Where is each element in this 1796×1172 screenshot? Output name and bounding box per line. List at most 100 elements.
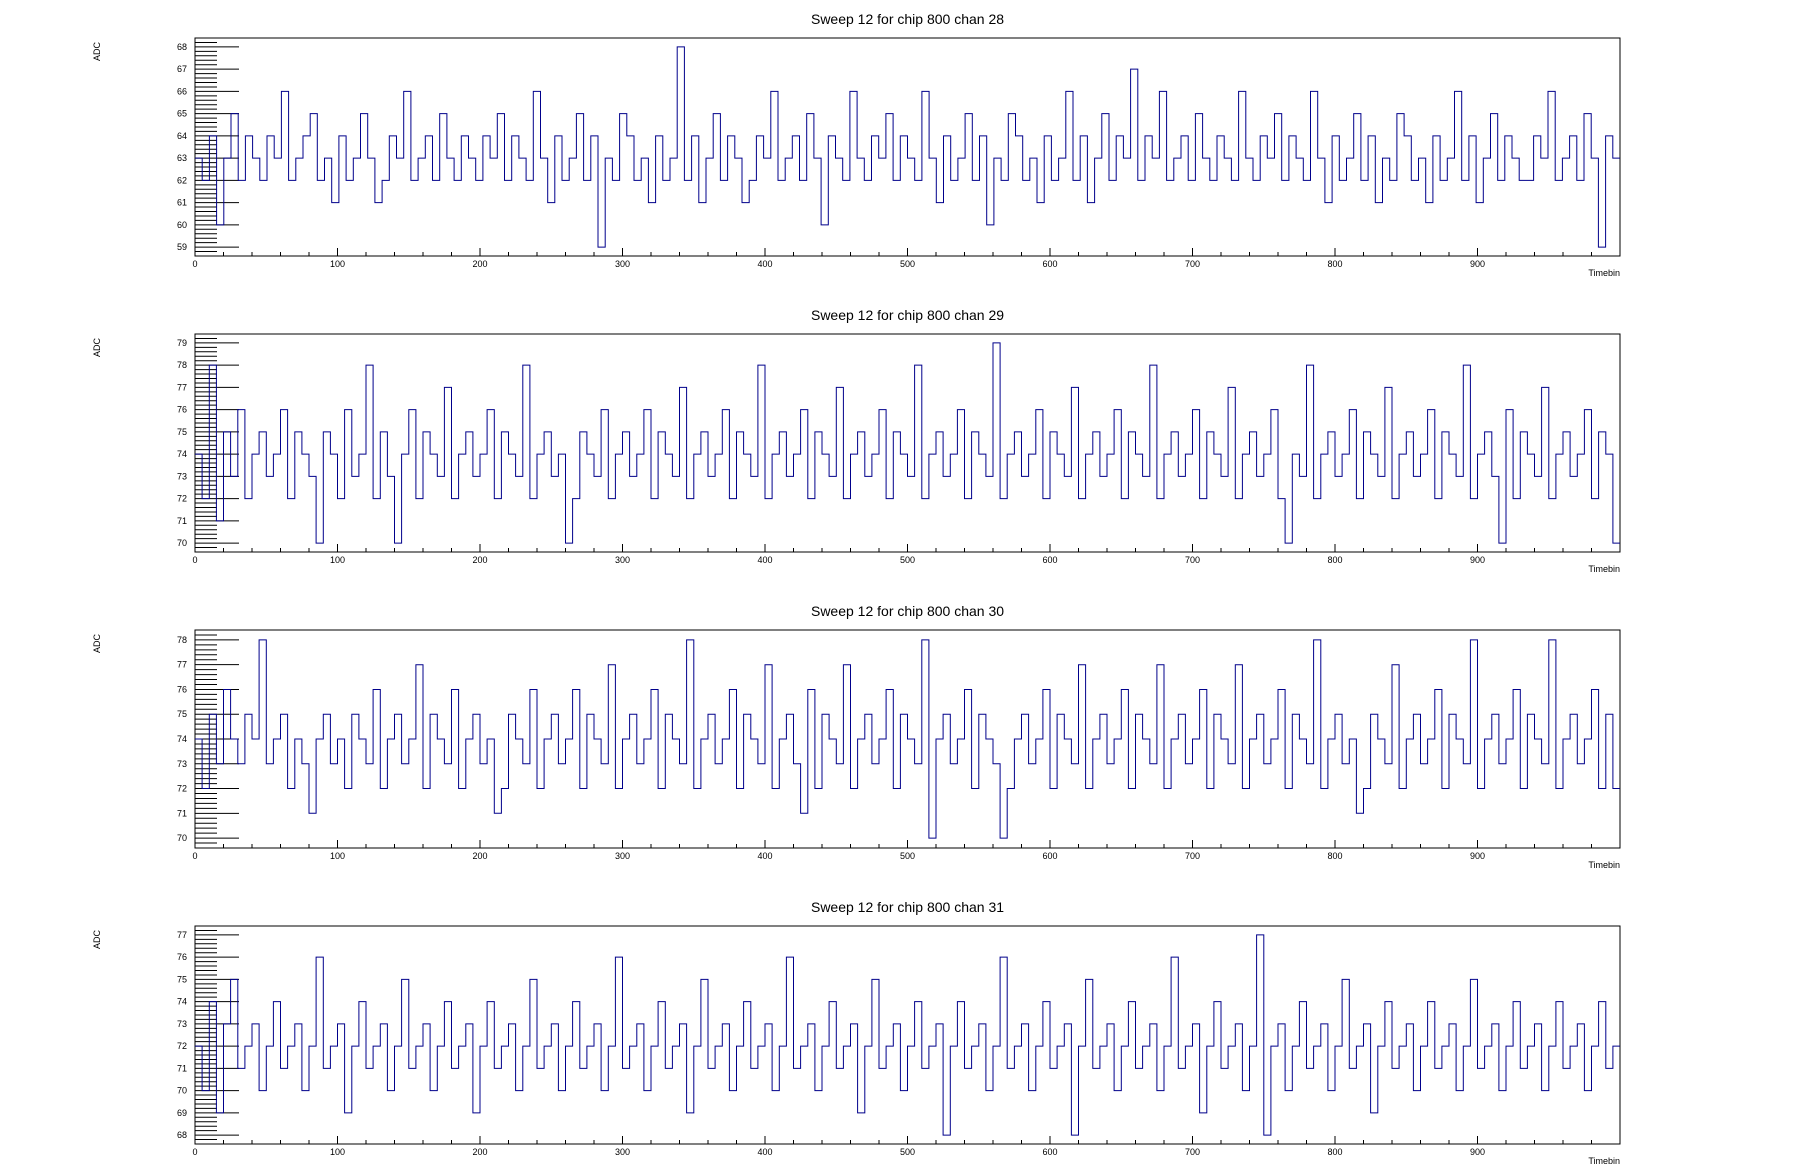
x-tick-label: 0 bbox=[192, 1147, 197, 1157]
x-tick-label: 400 bbox=[757, 555, 772, 565]
y-tick-label: 74 bbox=[177, 997, 187, 1007]
x-tick-label: 300 bbox=[615, 851, 630, 861]
y-tick-label: 73 bbox=[177, 471, 187, 481]
x-tick-label: 600 bbox=[1042, 1147, 1057, 1157]
y-tick-label: 64 bbox=[177, 131, 187, 141]
x-tick-label: 900 bbox=[1470, 259, 1485, 269]
x-tick-label: 900 bbox=[1470, 1147, 1485, 1157]
x-tick-label: 700 bbox=[1185, 259, 1200, 269]
x-tick-label: 0 bbox=[192, 851, 197, 861]
x-tick-label: 500 bbox=[900, 1147, 915, 1157]
x-tick-label: 200 bbox=[472, 851, 487, 861]
panel-chan-30: Sweep 12 for chip 800 chan 30 ADC Timebin 7… bbox=[92, 603, 1621, 870]
y-tick-label: 61 bbox=[177, 198, 187, 208]
y-tick-label: 71 bbox=[177, 808, 187, 818]
x-tick-label: 300 bbox=[615, 1147, 630, 1157]
y-tick-label: 72 bbox=[177, 494, 187, 504]
x-tick-label: 200 bbox=[472, 555, 487, 565]
y-tick-label: 67 bbox=[177, 64, 187, 74]
x-tick-label: 400 bbox=[757, 259, 772, 269]
chart-title: Sweep 12 for chip 800 chan 29 bbox=[811, 307, 1004, 323]
y-tick-label: 76 bbox=[177, 952, 187, 962]
y-tick-label: 76 bbox=[177, 405, 187, 415]
y-tick-label: 75 bbox=[177, 709, 187, 719]
y-tick-label: 72 bbox=[177, 784, 187, 794]
x-tick-label: 800 bbox=[1327, 851, 1342, 861]
y-tick-label: 78 bbox=[177, 360, 187, 370]
y-tick-label: 77 bbox=[177, 382, 187, 392]
y-tick-label: 74 bbox=[177, 449, 187, 459]
chart-title: Sweep 12 for chip 800 chan 31 bbox=[811, 899, 1004, 915]
panel-chan-29: Sweep 12 for chip 800 chan 29 ADC Timebin 7… bbox=[92, 307, 1621, 574]
y-axis-label: ADC bbox=[92, 930, 102, 950]
series-line bbox=[195, 342, 1620, 544]
y-tick-label: 71 bbox=[177, 516, 187, 526]
x-tick-label: 600 bbox=[1042, 259, 1057, 269]
x-tick-label: 300 bbox=[615, 259, 630, 269]
x-tick-label: 0 bbox=[192, 259, 197, 269]
x-axis-label: Timebin bbox=[1588, 268, 1620, 278]
x-tick-label: 800 bbox=[1327, 259, 1342, 269]
y-tick-label: 62 bbox=[177, 175, 187, 185]
y-tick-label: 70 bbox=[177, 538, 187, 548]
x-tick-label: 900 bbox=[1470, 555, 1485, 565]
x-tick-label: 900 bbox=[1470, 851, 1485, 861]
x-tick-label: 500 bbox=[900, 555, 915, 565]
x-tick-label: 600 bbox=[1042, 555, 1057, 565]
y-tick-label: 77 bbox=[177, 930, 187, 940]
y-tick-label: 76 bbox=[177, 684, 187, 694]
y-tick-label: 79 bbox=[177, 338, 187, 348]
y-tick-label: 69 bbox=[177, 1108, 187, 1118]
series-line bbox=[195, 639, 1620, 839]
y-tick-label: 75 bbox=[177, 974, 187, 984]
y-tick-label: 65 bbox=[177, 109, 187, 119]
y-tick-label: 66 bbox=[177, 86, 187, 96]
x-axis-label: Timebin bbox=[1588, 1156, 1620, 1166]
chart-title: Sweep 12 for chip 800 chan 28 bbox=[811, 11, 1004, 27]
y-tick-label: 68 bbox=[177, 42, 187, 52]
y-axis-label: ADC bbox=[92, 42, 102, 62]
x-tick-label: 500 bbox=[900, 259, 915, 269]
y-tick-label: 70 bbox=[177, 833, 187, 843]
y-axis-label: ADC bbox=[92, 338, 102, 358]
series-line bbox=[195, 46, 1620, 248]
panel-chan-31: Sweep 12 for chip 800 chan 31 ADC Timebin 6… bbox=[92, 899, 1621, 1166]
x-tick-label: 800 bbox=[1327, 1147, 1342, 1157]
x-tick-label: 500 bbox=[900, 851, 915, 861]
x-tick-label: 200 bbox=[472, 1147, 487, 1157]
y-tick-label: 72 bbox=[177, 1041, 187, 1051]
x-tick-label: 700 bbox=[1185, 555, 1200, 565]
y-tick-label: 77 bbox=[177, 660, 187, 670]
x-tick-label: 100 bbox=[330, 1147, 345, 1157]
x-tick-label: 100 bbox=[330, 555, 345, 565]
x-tick-label: 600 bbox=[1042, 851, 1057, 861]
series-line bbox=[195, 934, 1620, 1136]
chart-title: Sweep 12 for chip 800 chan 30 bbox=[811, 603, 1004, 619]
y-tick-label: 60 bbox=[177, 220, 187, 230]
x-tick-label: 0 bbox=[192, 555, 197, 565]
y-tick-label: 78 bbox=[177, 635, 187, 645]
x-tick-label: 700 bbox=[1185, 851, 1200, 861]
x-tick-label: 400 bbox=[757, 851, 772, 861]
x-tick-label: 700 bbox=[1185, 1147, 1200, 1157]
x-axis-label: Timebin bbox=[1588, 564, 1620, 574]
x-tick-label: 400 bbox=[757, 1147, 772, 1157]
y-tick-label: 74 bbox=[177, 734, 187, 744]
y-tick-label: 73 bbox=[177, 1019, 187, 1029]
x-tick-label: 100 bbox=[330, 851, 345, 861]
panel-chan-28: Sweep 12 for chip 800 chan 28 ADC Timebin 5… bbox=[92, 11, 1621, 278]
x-tick-label: 100 bbox=[330, 259, 345, 269]
y-tick-label: 75 bbox=[177, 427, 187, 437]
y-tick-label: 68 bbox=[177, 1130, 187, 1140]
y-tick-label: 59 bbox=[177, 242, 187, 252]
x-tick-label: 200 bbox=[472, 259, 487, 269]
x-tick-label: 800 bbox=[1327, 555, 1342, 565]
y-tick-label: 71 bbox=[177, 1063, 187, 1073]
x-axis-label: Timebin bbox=[1588, 860, 1620, 870]
y-tick-label: 63 bbox=[177, 153, 187, 163]
y-tick-label: 70 bbox=[177, 1086, 187, 1096]
x-tick-label: 300 bbox=[615, 555, 630, 565]
y-axis-label: ADC bbox=[92, 634, 102, 654]
y-tick-label: 73 bbox=[177, 759, 187, 769]
